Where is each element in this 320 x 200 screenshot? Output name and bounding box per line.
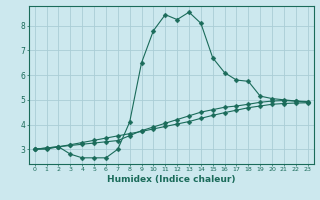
- X-axis label: Humidex (Indice chaleur): Humidex (Indice chaleur): [107, 175, 236, 184]
